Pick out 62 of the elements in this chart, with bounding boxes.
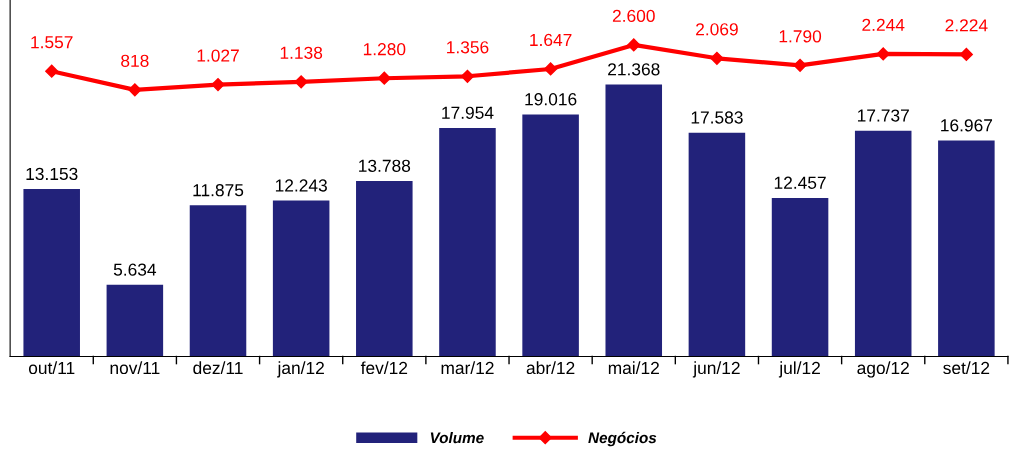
point: [377, 71, 391, 85]
point: [710, 51, 724, 65]
data-label: 12.243: [275, 179, 327, 192]
bar: [522, 114, 579, 357]
data-label: 2.069: [696, 23, 738, 36]
data-label: 1.138: [280, 46, 323, 59]
data-label: 1.027: [197, 49, 239, 62]
point: [876, 47, 890, 61]
data-label: 19.016: [525, 93, 577, 106]
x-tick-label: abr/12: [526, 361, 575, 375]
data-label: 17.583: [691, 111, 743, 124]
x-tick-label: jan/12: [277, 361, 324, 378]
bar: [356, 180, 413, 357]
x-tick-label: mar/12: [441, 361, 494, 375]
bar: [189, 205, 247, 357]
x-tick-label: fev/12: [360, 361, 408, 375]
x-tick-label: nov/11: [110, 361, 160, 375]
bar: [272, 200, 330, 357]
point: [45, 64, 59, 78]
bar: [854, 130, 912, 357]
data-label: 2.224: [945, 19, 988, 32]
data-label: 1.280: [363, 43, 406, 56]
data-label: 17.954: [442, 106, 494, 119]
data-label: 21.368: [608, 63, 660, 76]
data-label: 2.600: [612, 9, 655, 23]
bar: [605, 84, 663, 357]
bar: [688, 132, 746, 357]
point: [294, 75, 308, 89]
legend-label: Negócios: [588, 431, 657, 447]
data-label: 1.356: [447, 41, 489, 54]
point: [959, 47, 973, 61]
point: [211, 78, 225, 92]
x-tick-label: jul/12: [778, 361, 820, 378]
x-tick-label: jun/12: [692, 361, 740, 378]
data-label: 1.557: [31, 36, 73, 49]
data-label: 13.153: [26, 167, 78, 181]
x-tick-label: dez/11: [193, 361, 243, 375]
bar: [439, 127, 496, 357]
bar: [106, 284, 164, 357]
data-label: 16.967: [941, 119, 993, 132]
x-tick-label: out/11: [28, 361, 75, 375]
point: [128, 83, 142, 97]
bar: [938, 140, 995, 357]
bar: [23, 189, 80, 357]
data-label: 17.737: [857, 109, 909, 122]
data-label: 13.788: [359, 159, 411, 172]
point: [627, 38, 641, 52]
point: [460, 69, 475, 83]
x-tick-label: mai/12: [608, 361, 659, 375]
data-label: 2.244: [862, 18, 905, 31]
data-label: 1.790: [779, 30, 822, 43]
data-label: 12.457: [774, 176, 826, 189]
data-label: 11.875: [193, 184, 244, 197]
legend-label: Volume: [430, 432, 484, 444]
data-label: 1.647: [530, 33, 572, 47]
point: [793, 58, 807, 72]
x-tick-label: ago/12: [857, 361, 909, 378]
point: [544, 62, 558, 76]
x-tick-label: set/12: [943, 361, 990, 375]
bar: [771, 197, 829, 357]
data-label: 818: [121, 54, 149, 67]
data-label: 5.634: [113, 263, 157, 276]
